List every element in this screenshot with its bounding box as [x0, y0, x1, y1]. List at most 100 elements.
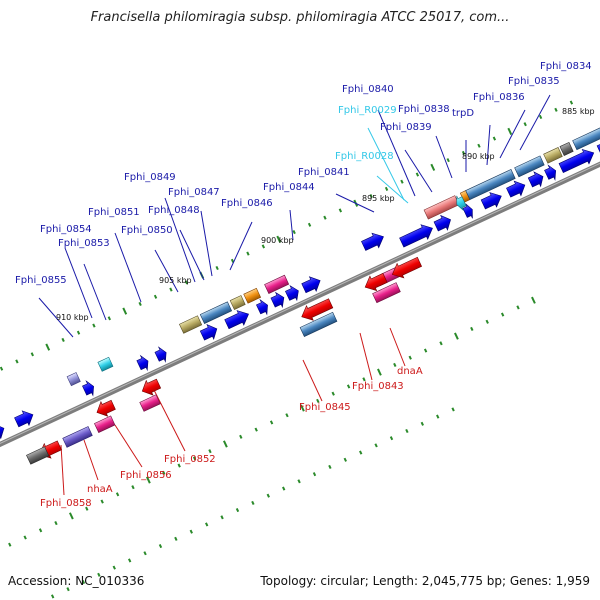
- backbone-line: [0, 161, 600, 448]
- label-layer: 885 kbp 890 kbp 895 kbp 900 kbp 905 kbp 910 k…: [15, 61, 595, 509]
- leader-line-top: [367, 127, 405, 201]
- scale-tick: [328, 464, 332, 470]
- leader-line-bottom: [114, 424, 143, 468]
- leader-line-top: [519, 94, 551, 151]
- cds-arrow-top-inner-21: [399, 224, 433, 248]
- scale-tick: [184, 280, 189, 285]
- cds-arrow-top-inner-15: [506, 180, 526, 198]
- cds-arrow-top-inner-13: [462, 203, 473, 219]
- scale-tick: [297, 479, 301, 484]
- scale-tick: [162, 470, 166, 475]
- scale-tick: [205, 522, 209, 527]
- cds-arrow-top-inner-9-shape: [270, 291, 285, 309]
- scale-tick: [174, 536, 178, 541]
- leader-line-top: [83, 263, 107, 321]
- box-bottom-7-shape: [301, 298, 334, 321]
- cds-arrow-top-inner-9: [270, 291, 285, 309]
- tick-layer: [0, 100, 574, 599]
- box-bottom-1-shape: [62, 426, 93, 448]
- gene-label-top: Fphi_0836: [473, 92, 525, 103]
- accession-text: Accession: NC_010336: [8, 574, 145, 588]
- scale-tick: [251, 500, 255, 505]
- scale-tick: [145, 476, 151, 484]
- scale-tick: [461, 150, 466, 155]
- box-top-outer-6: [243, 287, 262, 304]
- leader-line-bottom: [60, 444, 65, 496]
- leader-line-bottom: [83, 439, 99, 481]
- cds-arrow-top-inner-1-shape: [0, 423, 5, 440]
- backbone-highlight: [0, 162, 600, 444]
- kbp-label: 900 kbp: [261, 236, 294, 245]
- box-bottom-5-shape: [141, 378, 162, 396]
- scale-tick: [235, 508, 240, 513]
- scale-tick: [377, 368, 382, 376]
- scale-tick: [81, 579, 86, 585]
- gene-label-top: Fphi_0846: [221, 198, 273, 209]
- cds-arrow-top-inner-8-shape: [256, 298, 268, 316]
- leader-line-top: [335, 193, 375, 213]
- box-bottom-2-shape: [94, 415, 116, 433]
- cds-arrow-top-inner-8: [256, 298, 268, 316]
- cds-arrow-top-inner-17: [544, 164, 557, 181]
- gene-label-bottom: Fphi_0858: [40, 498, 92, 509]
- scale-tick: [112, 565, 116, 570]
- scale-tick: [531, 296, 536, 304]
- leader-line-top: [200, 210, 213, 277]
- scale-tick: [92, 323, 96, 328]
- kbp-label: 885 kbp: [562, 107, 595, 116]
- leader-line-top: [499, 109, 526, 159]
- gene-label-top: Fphi_0849: [124, 172, 176, 183]
- cds-arrow-top-inner-21-shape: [399, 224, 433, 248]
- scale-tick: [97, 572, 101, 577]
- gene-label-top: Fphi_0851: [88, 207, 140, 218]
- cds-arrow-top-inner-18: [558, 148, 595, 174]
- scale-tick: [177, 463, 181, 468]
- scale-tick: [0, 366, 4, 371]
- box-top-outer-16: [456, 195, 467, 211]
- leader-line-layer: [38, 94, 551, 496]
- box-top-outer-6-shape: [243, 287, 262, 304]
- cds-arrow-top-inner-5-shape: [154, 346, 167, 363]
- gene-label-top: Fphi_R0029: [338, 105, 397, 116]
- box-bottom-10-shape: [364, 272, 388, 292]
- cds-arrow-top-inner-14-shape: [480, 192, 502, 210]
- scale-tick: [76, 330, 81, 335]
- scale-tick: [15, 359, 19, 364]
- leader-line-top: [376, 175, 409, 204]
- box-bottom-4-shape: [139, 394, 161, 412]
- cds-arrow-top-inner-6: [199, 324, 218, 341]
- scale-tick: [215, 265, 219, 271]
- box-bottom-11-shape: [391, 256, 423, 279]
- cds-arrow-top-inner-2: [14, 410, 34, 428]
- box-top-outer-1-shape: [66, 372, 81, 387]
- scale-tick: [374, 443, 378, 448]
- topology-summary: Topology: circular; Length: 2,045,775 bp…: [260, 574, 590, 588]
- box-bottom-3: [96, 399, 116, 417]
- leader-line-top: [229, 221, 253, 271]
- scale-tick: [169, 287, 173, 292]
- scale-tick: [115, 492, 120, 497]
- scale-tick: [415, 172, 420, 177]
- kbp-label: 905 kbp: [159, 276, 192, 285]
- scale-tick: [492, 136, 497, 141]
- cds-arrow-top-inner-11: [301, 276, 321, 294]
- scale-tick: [393, 362, 397, 367]
- leader-line-top: [154, 249, 179, 293]
- box-top-outer-2-shape: [97, 356, 114, 372]
- gene-label-top: Fphi_0853: [58, 238, 110, 249]
- scale-tick: [8, 542, 12, 547]
- cds-arrow-top-inner-18-shape: [558, 148, 595, 174]
- scale-tick: [523, 122, 527, 127]
- scale-tick: [362, 377, 366, 382]
- box-bottom-10: [364, 272, 388, 292]
- scale-tick: [554, 107, 558, 112]
- cds-arrow-top-inner-3: [82, 380, 94, 397]
- scale-tick: [239, 434, 243, 439]
- scale-tick: [23, 535, 27, 540]
- scale-tick: [54, 521, 58, 526]
- scale-tick: [538, 114, 543, 120]
- scale-tick: [485, 319, 489, 324]
- leader-line-top: [486, 124, 491, 166]
- gene-label-top: Fphi_0850: [121, 225, 173, 236]
- scale-tick: [292, 229, 296, 235]
